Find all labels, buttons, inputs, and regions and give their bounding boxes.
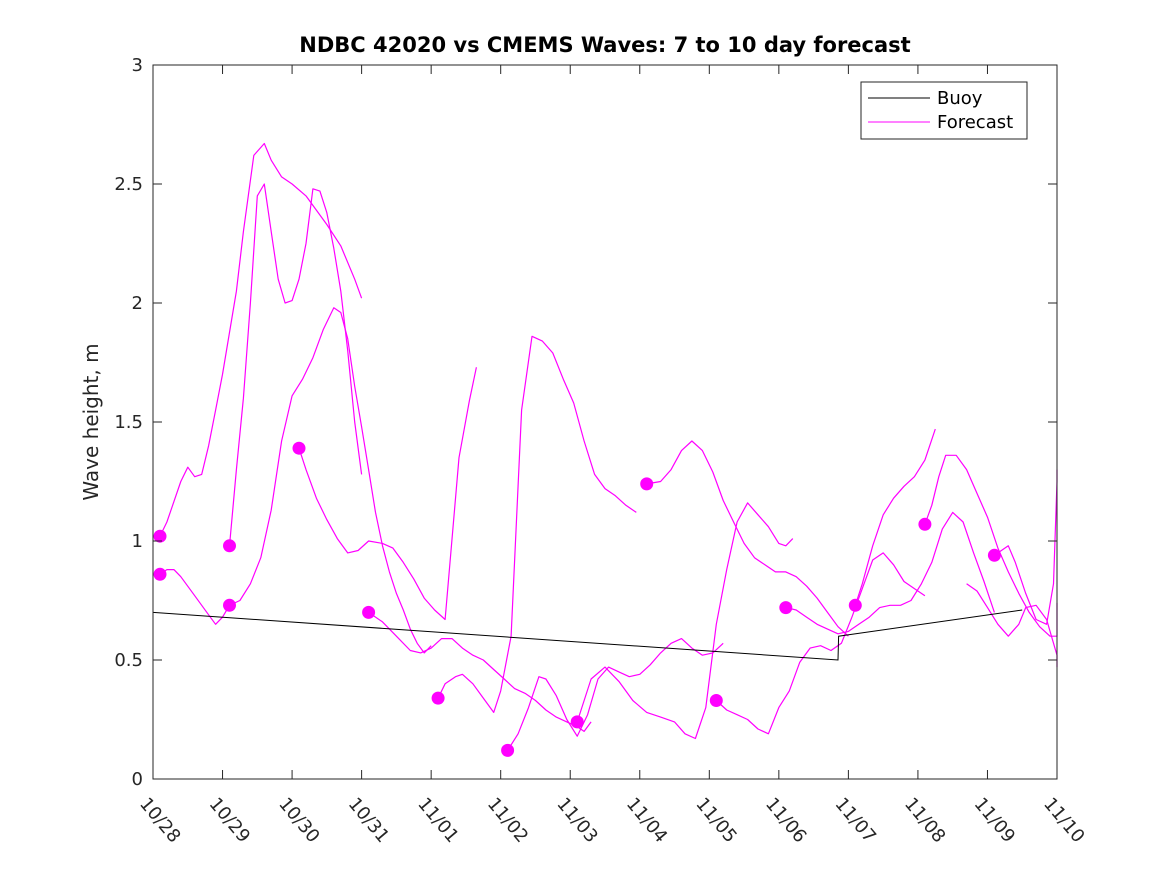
forecast-line-7 bbox=[437, 335, 637, 714]
forecast-line-14 bbox=[924, 454, 1058, 637]
forecast-start-marker-6 bbox=[362, 605, 376, 619]
forecast-start-marker-5 bbox=[292, 441, 306, 455]
legend-forecast-label: Forecast bbox=[937, 112, 1013, 133]
forecast-start-marker-12 bbox=[779, 601, 793, 615]
legend: Buoy Forecast bbox=[860, 81, 1028, 140]
y-tick-label: 0 bbox=[132, 769, 143, 790]
chart-title: NDBC 42020 vs CMEMS Waves: 7 to 10 day f… bbox=[299, 33, 910, 57]
forecast-start-marker-8 bbox=[501, 743, 515, 757]
forecast-line-1 bbox=[159, 142, 363, 537]
forecast-line-5 bbox=[298, 367, 477, 621]
forecast-start-marker-2 bbox=[153, 567, 167, 581]
legend-box bbox=[860, 81, 1028, 140]
forecast-line-2 bbox=[159, 568, 231, 625]
forecast-start-marker-14 bbox=[918, 517, 932, 531]
forecast-line-6 bbox=[368, 611, 592, 733]
forecast-line-12 bbox=[785, 511, 995, 635]
forecast-line-10 bbox=[646, 440, 849, 637]
forecast-start-marker-7 bbox=[431, 691, 445, 705]
y-tick-label: 1.5 bbox=[114, 412, 143, 433]
forecast-start-marker-3 bbox=[223, 539, 236, 553]
forecast-start-marker-10 bbox=[640, 477, 654, 491]
forecast-line-4 bbox=[229, 307, 432, 654]
forecast-line-8 bbox=[507, 637, 724, 751]
forecast-line-3 bbox=[228, 183, 363, 546]
y-axis-label: Wave height, m bbox=[79, 343, 103, 500]
forecast-start-marker-1 bbox=[153, 529, 167, 543]
y-tick-label: 3 bbox=[132, 55, 143, 76]
y-tick-label: 1 bbox=[132, 531, 143, 552]
buoy-series-group bbox=[152, 609, 1023, 661]
y-tick-label: 0.5 bbox=[114, 650, 143, 671]
forecast-series-group bbox=[159, 142, 1058, 751]
forecast-line-16 bbox=[966, 583, 1058, 668]
forecast-line-9 bbox=[576, 502, 794, 740]
legend-buoy-label: Buoy bbox=[937, 88, 983, 109]
forecast-start-marker-9 bbox=[570, 715, 584, 729]
forecast-start-markers bbox=[153, 441, 1001, 757]
forecast-start-marker-15 bbox=[987, 548, 1001, 562]
forecast-start-marker-4 bbox=[223, 598, 236, 612]
y-tick-label: 2.5 bbox=[114, 174, 143, 195]
buoy-line bbox=[152, 609, 1023, 661]
y-tick-label: 2 bbox=[132, 293, 143, 314]
forecast-line-11 bbox=[715, 552, 926, 735]
forecast-start-marker-13 bbox=[848, 598, 862, 612]
plot-area bbox=[153, 65, 1057, 779]
forecast-line-13 bbox=[854, 428, 936, 606]
forecast-start-marker-11 bbox=[709, 694, 723, 707]
